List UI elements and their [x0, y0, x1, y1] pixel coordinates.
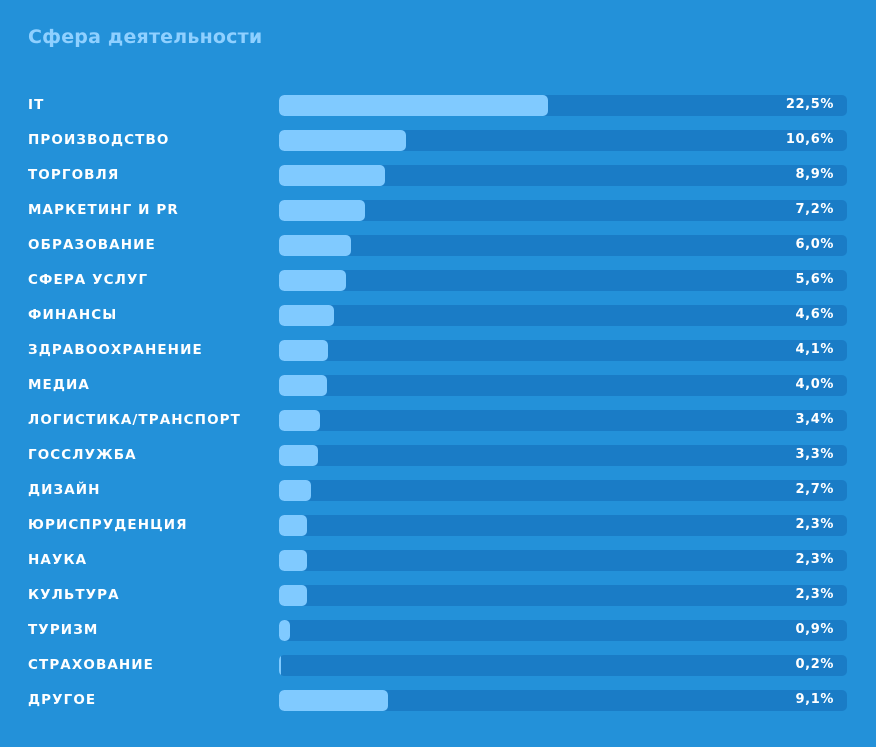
bar-fill [279, 95, 549, 116]
value-label: 22,5% [785, 97, 834, 112]
bar-row: ПРОИЗВОДСТВО 10,6% [0, 123, 876, 158]
bar-track [279, 585, 847, 606]
bar-fill [279, 410, 320, 431]
bar-row: ДИЗАЙН 2,7% [0, 473, 876, 508]
bar-fill [279, 445, 319, 466]
bar-track [279, 445, 847, 466]
bar-track [279, 515, 847, 536]
bar-row: ТУРИЗМ 0,9% [0, 613, 876, 648]
category-label: СТРАХОВАНИЕ [28, 657, 154, 673]
bar-fill [279, 130, 406, 151]
bar-row: ГОССЛУЖБА 3,3% [0, 438, 876, 473]
bar-fill [279, 340, 329, 361]
bar-fill [279, 585, 307, 606]
value-label: 6,0% [795, 237, 834, 252]
bar-track [279, 375, 847, 396]
category-label: ЮРИСПРУДЕНЦИЯ [28, 517, 188, 533]
value-label: 2,7% [795, 482, 834, 497]
category-label: ЛОГИСТИКА/ТРАНСПОРТ [28, 412, 241, 428]
bar-row: ОБРАЗОВАНИЕ 6,0% [0, 228, 876, 263]
category-label: ОБРАЗОВАНИЕ [28, 237, 156, 253]
bar-fill [279, 305, 334, 326]
category-label: ФИНАНСЫ [28, 307, 118, 323]
bar-track [279, 410, 847, 431]
value-label: 3,3% [795, 447, 834, 462]
bar-row: НАУКА 2,3% [0, 543, 876, 578]
value-label: 10,6% [785, 132, 834, 147]
value-label: 3,4% [795, 412, 834, 427]
value-label: 9,1% [795, 692, 834, 707]
bar-fill [279, 690, 388, 711]
value-label: 0,2% [795, 657, 834, 672]
bar-fill [279, 375, 327, 396]
category-label: ЗДРАВООХРАНЕНИЕ [28, 342, 203, 358]
category-label: ДИЗАЙН [28, 482, 101, 498]
bar-row: МАРКЕТИНГ И PR 7,2% [0, 193, 876, 228]
category-label: ТУРИЗМ [28, 622, 99, 638]
value-label: 8,9% [795, 167, 834, 182]
value-label: 4,0% [795, 377, 834, 392]
bar-row: ЗДРАВООХРАНЕНИЕ 4,1% [0, 333, 876, 368]
bar-row: КУЛЬТУРА 2,3% [0, 578, 876, 613]
bar-track [279, 200, 847, 221]
category-label: ПРОИЗВОДСТВО [28, 132, 170, 148]
bar-row: ТОРГОВЛЯ 8,9% [0, 158, 876, 193]
category-label: МАРКЕТИНГ И PR [28, 202, 179, 218]
bar-fill [279, 515, 307, 536]
bar-track [279, 340, 847, 361]
bar-track [279, 690, 847, 711]
value-label: 4,1% [795, 342, 834, 357]
bar-track [279, 480, 847, 501]
category-label: НАУКА [28, 552, 88, 568]
bar-track [279, 95, 847, 116]
bar-row: МЕДИА 4,0% [0, 368, 876, 403]
category-label: КУЛЬТУРА [28, 587, 120, 603]
value-label: 5,6% [795, 272, 834, 287]
bar-track [279, 620, 847, 641]
category-label: ДРУГОЕ [28, 692, 97, 708]
bar-row: ЮРИСПРУДЕНЦИЯ 2,3% [0, 508, 876, 543]
bar-fill [279, 270, 346, 291]
bar-fill [279, 620, 290, 641]
bar-track [279, 655, 847, 676]
bar-fill [279, 480, 312, 501]
value-label: 2,3% [795, 552, 834, 567]
bar-track [279, 235, 847, 256]
bar-fill [279, 165, 386, 186]
value-label: 2,3% [795, 587, 834, 602]
bar-fill [279, 235, 351, 256]
bar-fill [279, 655, 282, 676]
value-label: 0,9% [795, 622, 834, 637]
bar-track [279, 165, 847, 186]
chart-title: Сфера деятельности [28, 26, 263, 48]
category-label: IT [28, 97, 45, 113]
bar-row: ФИНАНСЫ 4,6% [0, 298, 876, 333]
bar-row: IT 22,5% [0, 88, 876, 123]
bar-row: ЛОГИСТИКА/ТРАНСПОРТ 3,4% [0, 403, 876, 438]
category-label: ТОРГОВЛЯ [28, 167, 120, 183]
bar-fill [279, 200, 366, 221]
category-label: МЕДИА [28, 377, 90, 393]
value-label: 2,3% [795, 517, 834, 532]
bar-track [279, 550, 847, 571]
value-label: 4,6% [795, 307, 834, 322]
category-label: ГОССЛУЖБА [28, 447, 137, 463]
bar-row: ДРУГОЕ 9,1% [0, 683, 876, 718]
bar-fill [279, 550, 307, 571]
value-label: 7,2% [795, 202, 834, 217]
bar-track [279, 270, 847, 291]
bar-track [279, 305, 847, 326]
bar-track [279, 130, 847, 151]
bar-row: СФЕРА УСЛУГ 5,6% [0, 263, 876, 298]
bar-row: СТРАХОВАНИЕ 0,2% [0, 648, 876, 683]
category-label: СФЕРА УСЛУГ [28, 272, 149, 288]
